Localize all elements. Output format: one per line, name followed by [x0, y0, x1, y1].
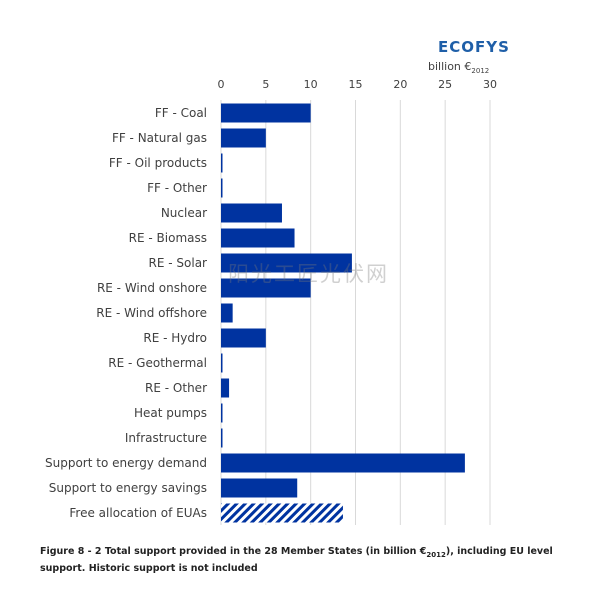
bar	[221, 228, 295, 248]
bar	[221, 378, 230, 398]
bar	[221, 353, 223, 373]
bars	[221, 103, 465, 523]
category-label: RE - Wind onshore	[97, 281, 207, 295]
bar	[221, 428, 223, 448]
category-label: FF - Oil products	[109, 156, 207, 170]
x-tick-label: 10	[304, 78, 318, 91]
category-label: RE - Hydro	[143, 331, 207, 345]
category-label: Heat pumps	[134, 406, 207, 420]
category-label: Infrastructure	[125, 431, 207, 445]
bar	[221, 303, 233, 323]
x-tick-label: 20	[393, 78, 407, 91]
category-label: RE - Geothermal	[108, 356, 207, 370]
unit-label-subscript: 2012	[471, 67, 490, 76]
bar	[221, 278, 311, 298]
x-tick-label: 5	[262, 78, 269, 91]
category-label: Support to energy savings	[49, 481, 207, 495]
x-axis-ticks: 0 5 10 15 20 25 30	[218, 78, 498, 91]
category-labels: FF - Coal FF - Natural gas FF - Oil produc…	[45, 106, 207, 520]
figure-caption: Figure 8 - 2 Total support provided in t…	[40, 545, 580, 576]
watermark: 阳光工匠光伏网	[228, 262, 389, 286]
bar	[221, 453, 465, 473]
category-label: FF - Natural gas	[112, 131, 207, 145]
category-label: Nuclear	[161, 206, 207, 220]
bar	[221, 103, 311, 123]
bar	[221, 253, 352, 273]
caption-subscript: 2012	[426, 550, 446, 559]
ecofys-logo: ECOFYS	[438, 38, 510, 56]
bar	[221, 153, 223, 173]
category-label: RE - Biomass	[129, 231, 207, 245]
category-label: FF - Other	[147, 181, 207, 195]
category-label: RE - Solar	[149, 256, 208, 270]
bar	[221, 203, 282, 223]
bar	[221, 503, 343, 523]
unit-label: billion €2012	[428, 60, 489, 75]
bar	[221, 478, 298, 498]
category-label: RE - Other	[145, 381, 207, 395]
bar	[221, 403, 223, 423]
bar	[221, 178, 223, 198]
category-label: Free allocation of EUAs	[69, 506, 207, 520]
x-tick-label: 25	[438, 78, 452, 91]
bar	[221, 328, 266, 348]
unit-label-text: billion €	[428, 60, 472, 73]
caption-prefix: Figure 8 - 2 Total support provided in t…	[40, 546, 427, 557]
x-tick-label: 0	[218, 78, 225, 91]
category-label: RE - Wind offshore	[96, 306, 207, 320]
category-label: FF - Coal	[155, 106, 207, 120]
bar	[221, 128, 266, 148]
x-tick-label: 15	[349, 78, 363, 91]
gridlines	[220, 100, 491, 525]
category-label: Support to energy demand	[45, 456, 207, 470]
caption-suffix: ), including EU level support. Historic …	[40, 546, 553, 574]
x-tick-label: 30	[483, 78, 497, 91]
